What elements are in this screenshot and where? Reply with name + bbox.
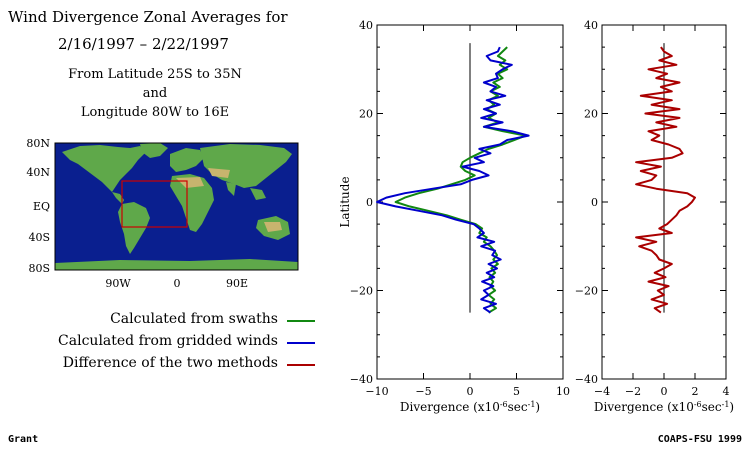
c1-x-axis-label: Divergence (x10-6sec-1)	[400, 400, 540, 415]
map-x-tick-0: 0	[174, 277, 181, 290]
c2-x-tick-label: −2	[625, 385, 641, 398]
chart-title: Wind Divergence Zonal Averages for	[8, 8, 288, 26]
c2-x-tick-label: 2	[692, 385, 699, 398]
c2-y-tick-label: −40	[575, 373, 598, 386]
c1-y-tick-label: 40	[359, 19, 373, 32]
map-land	[55, 143, 298, 270]
c1-x-tick-label: 5	[513, 385, 520, 398]
map-x-tick-90w: 90W	[105, 277, 131, 290]
c1-x-tick-label: 0	[467, 385, 474, 398]
c1-series-line-0	[394, 46, 527, 314]
map-y-tick-80n: 80N	[26, 137, 50, 150]
c1-y-tick-label: 0	[366, 196, 373, 209]
legend-label-gridded: Calculated from gridded winds	[58, 333, 278, 349]
and-label: and	[142, 86, 168, 101]
legend-swatch-difference	[287, 364, 315, 366]
c2-x-tick-label: 4	[723, 385, 730, 398]
c1-x-tick-label: 10	[556, 385, 570, 398]
longitude-range: Longitude 80W to 16E	[80, 105, 230, 120]
c2-x-axis-label: Divergence (x10-6sec-1)	[594, 400, 734, 415]
map-x-tick-90e: 90E	[226, 277, 248, 290]
c2-y-tick-label: 40	[584, 19, 598, 32]
world-map: 80N 40N EQ 40S 80S 90W 0 90E	[26, 137, 299, 290]
region-box	[121, 180, 188, 228]
divergence-chart-1: −10 −5 0 5 10 40 20 0 −20 −40 Divergence (x10-6sec…	[338, 19, 570, 415]
latitude-range: From Latitude 25S to 35N	[68, 67, 242, 82]
c1-y-tick-label: −20	[350, 285, 373, 298]
map-y-tick-eq: EQ	[33, 200, 50, 213]
map-y-tick-40n: 40N	[26, 166, 50, 179]
c2-y-tick-label: 0	[591, 196, 598, 209]
c1-y-tick-label: 20	[359, 108, 373, 121]
c2-series-line-0	[635, 46, 696, 314]
c1-x-tick-label: −10	[365, 385, 388, 398]
c2-y-tick-label: 20	[584, 108, 598, 121]
c1-y-axis-label: Latitude	[338, 176, 352, 227]
footer-credit: COAPS-FSU 1999	[657, 434, 742, 445]
map-y-tick-80s: 80S	[28, 262, 50, 275]
c2-y-tick-label: −20	[575, 285, 598, 298]
legend-label-difference: Difference of the two methods	[62, 355, 278, 371]
c1-y-tick-label: −40	[350, 373, 373, 386]
map-y-ticks: 80N 40N EQ 40S 80S	[26, 137, 50, 275]
map-x-ticks: 90W 0 90E	[105, 277, 248, 290]
c1-series-line-1	[376, 46, 530, 314]
footer-author: Grant	[8, 434, 39, 445]
c1-x-tick-label: −5	[415, 385, 431, 398]
date-range: 2/16/1997 – 2/22/1997	[58, 35, 229, 53]
legend-swatch-swaths	[287, 320, 315, 322]
map-frame	[54, 142, 299, 271]
map-deserts	[176, 168, 282, 232]
legend-swatch-gridded	[287, 342, 315, 344]
legend-label-swaths: Calculated from swaths	[110, 311, 278, 327]
map-y-tick-40s: 40S	[28, 231, 50, 244]
c2-x-tick-label: −4	[594, 385, 610, 398]
c2-x-tick-label: 0	[661, 385, 668, 398]
